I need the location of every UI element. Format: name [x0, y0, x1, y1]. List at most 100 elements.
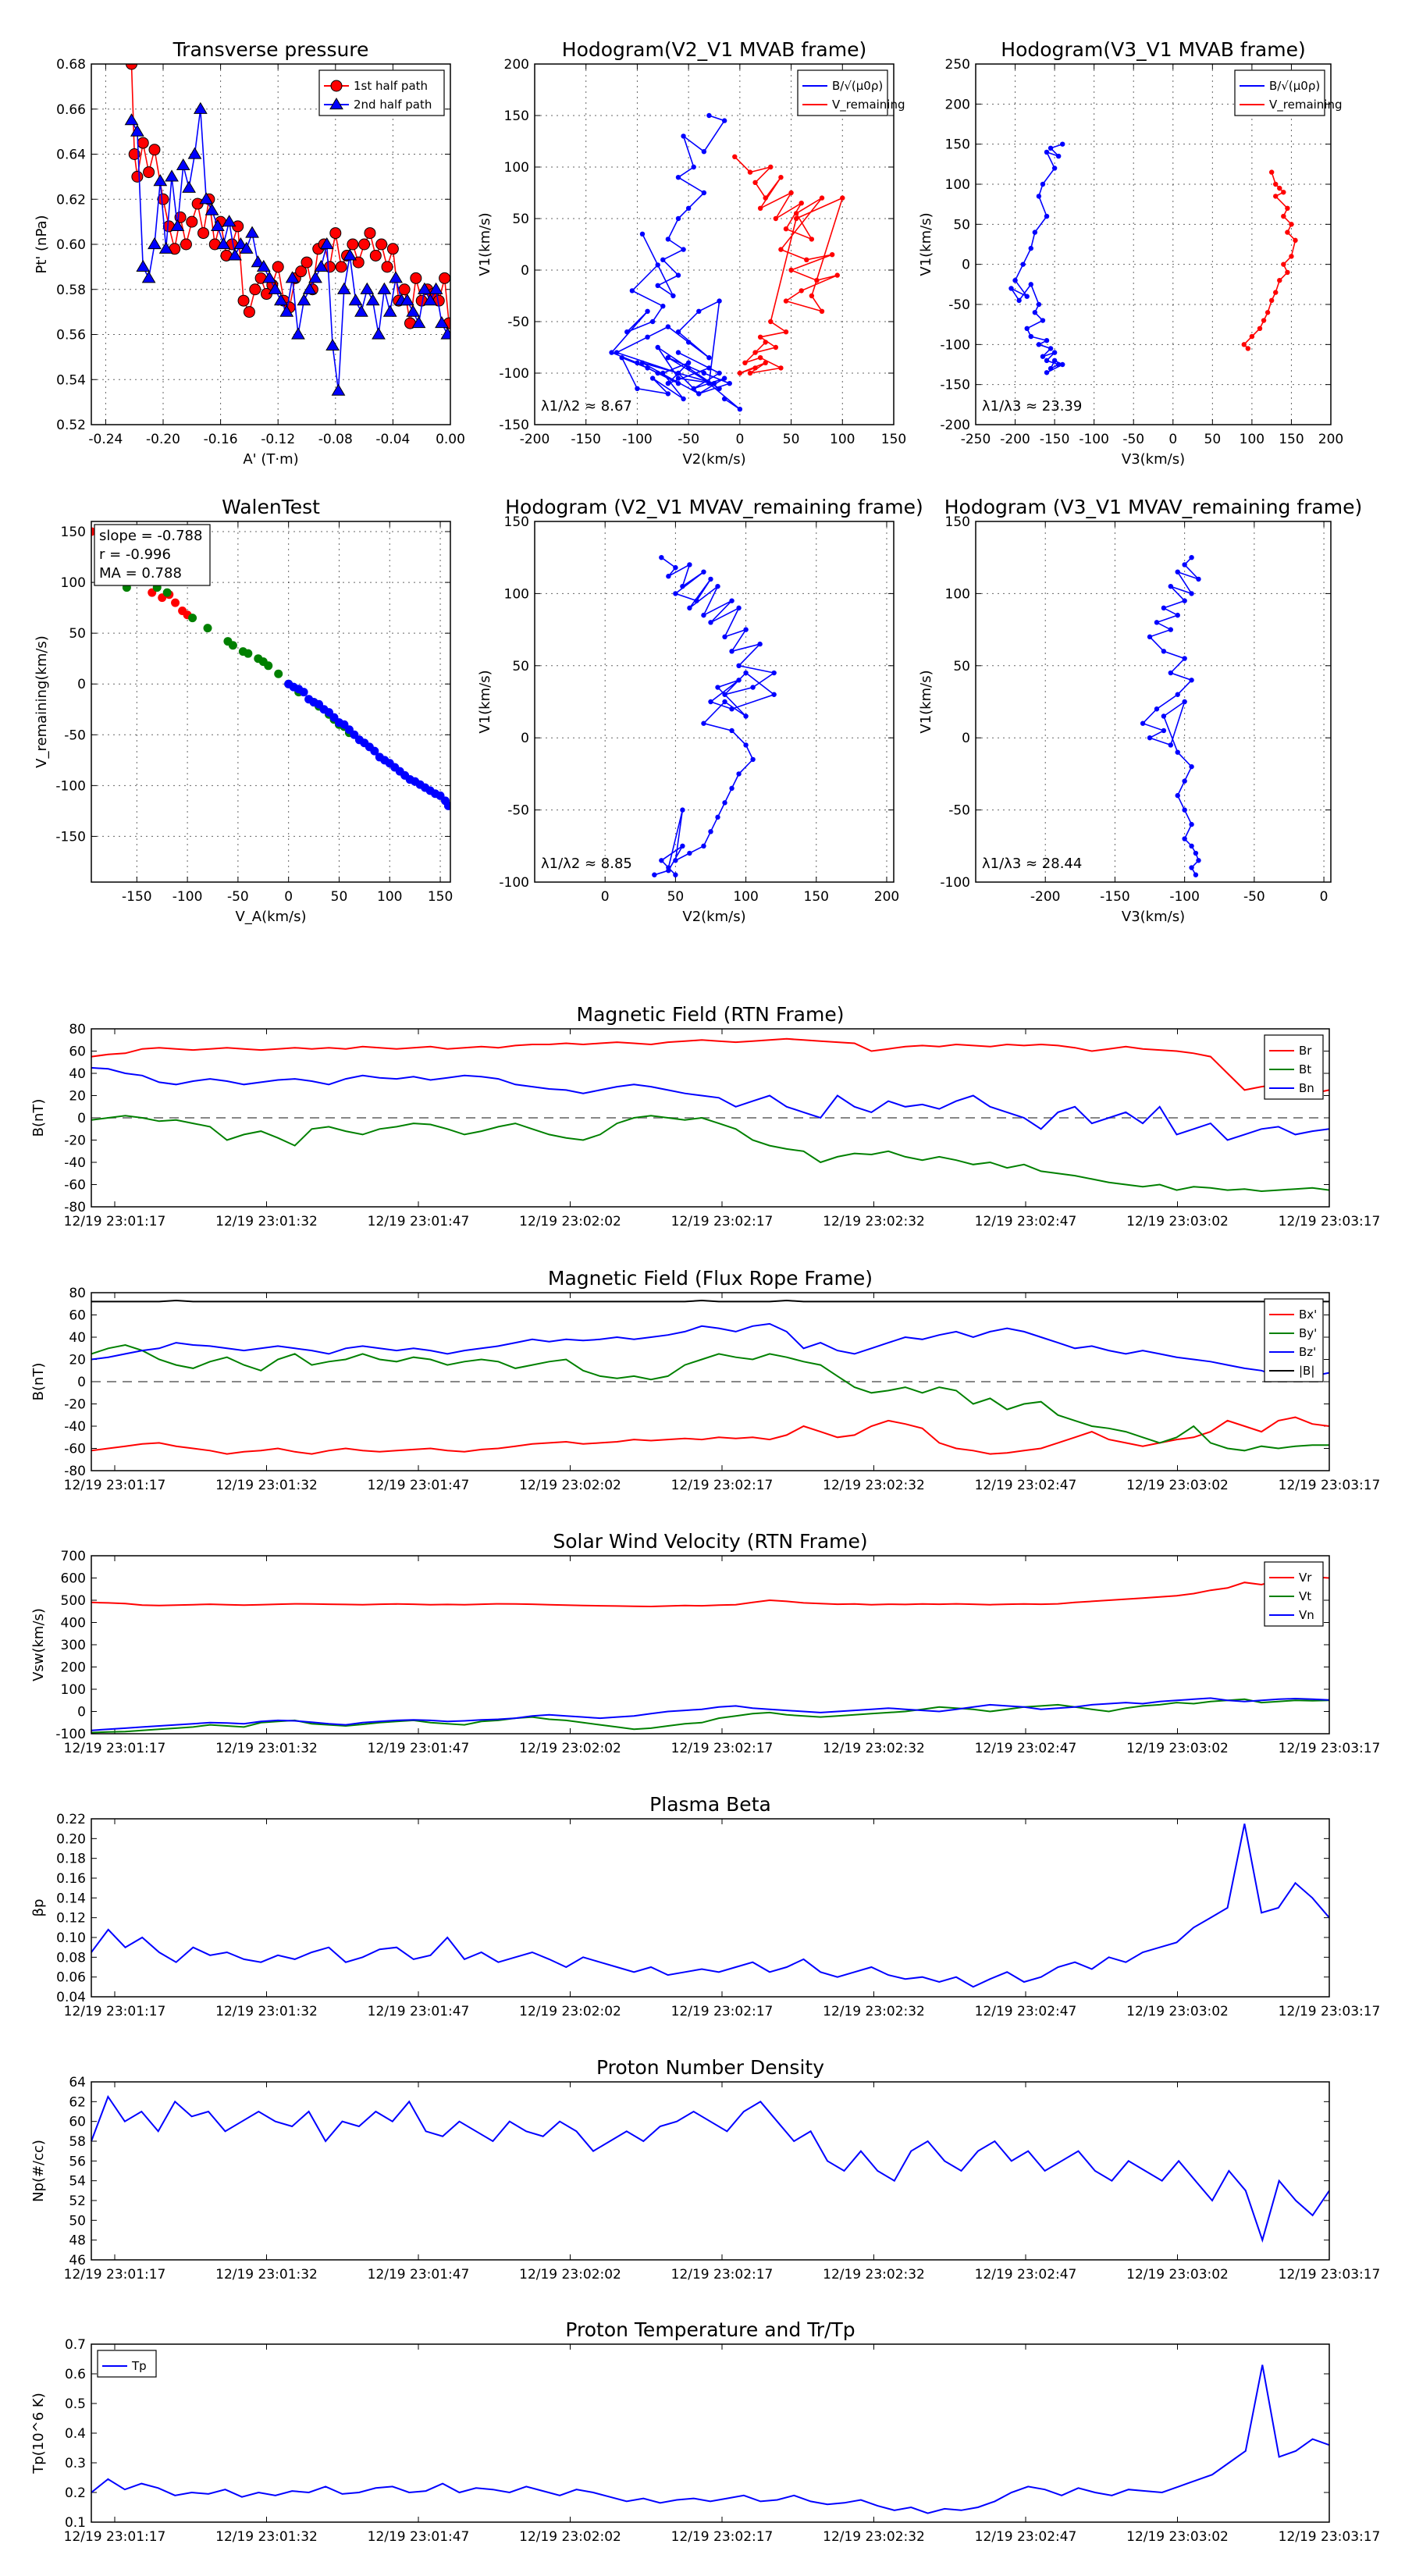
data-point [783, 226, 789, 232]
data-point [182, 180, 196, 193]
x-tick-label: 12/19 23:02:32 [823, 1741, 925, 1756]
data-point [369, 249, 382, 262]
data-point [715, 583, 720, 589]
data-point [1189, 678, 1194, 683]
x-tick-label: 12/19 23:02:17 [671, 2529, 774, 2545]
data-point [729, 598, 735, 603]
y-tick-label: 0.06 [56, 1970, 86, 1986]
data-point [423, 294, 438, 306]
data-point [377, 282, 392, 294]
data-point [814, 278, 820, 283]
data-point [1008, 286, 1014, 291]
chart-hodo4: Hodogram (V3_V1 MVAV_remaining frame) -20… [918, 496, 1362, 925]
data-point [1044, 358, 1050, 364]
legend-box [1264, 1298, 1324, 1382]
data-point [1012, 278, 1018, 283]
data-point [673, 591, 678, 596]
data-point [335, 261, 347, 273]
data-point [737, 407, 743, 412]
data-point [302, 282, 317, 294]
x-tick-label: 200 [874, 889, 899, 905]
series-line [654, 557, 776, 876]
data-point [1040, 181, 1046, 187]
x-tick-label: 100 [733, 889, 758, 905]
data-point [652, 872, 657, 877]
data-point [840, 195, 845, 201]
data-point [239, 241, 254, 254]
y-tick-label: 48 [69, 2233, 86, 2249]
data-point [176, 158, 190, 171]
y-tick-label: 54 [69, 2174, 86, 2190]
data-point [1289, 254, 1294, 259]
data-point [757, 205, 763, 211]
x-tick-label: 12/19 23:02:47 [975, 2529, 1077, 2545]
chart-title: Hodogram (V3_V1 MVAV_remaining frame) [944, 496, 1363, 518]
data-point [737, 370, 743, 376]
y-tick-label: -200 [940, 418, 970, 433]
data-point [645, 308, 650, 314]
x-tick-label: 50 [331, 889, 348, 905]
data-point [279, 304, 294, 317]
y-tick-label: -150 [55, 829, 86, 845]
data-point [706, 365, 712, 371]
data-point [1147, 735, 1153, 741]
x-tick-label: 12/19 23:01:17 [64, 1214, 166, 1229]
y-tick-label: 0 [77, 1111, 86, 1126]
data-point [1048, 346, 1054, 351]
y-tick-label: 0.20 [56, 1831, 86, 1847]
data-point [701, 612, 706, 618]
y-tick-label: -80 [64, 1200, 86, 1215]
legend-label: V_remaining [1269, 98, 1343, 112]
data-point [336, 282, 351, 294]
legend-label: |B| [1299, 1364, 1314, 1378]
data-point [655, 262, 660, 268]
x-tick-label: 12/19 23:01:32 [215, 2529, 318, 2545]
data-point [251, 255, 265, 268]
data-point [297, 294, 311, 306]
data-point [675, 329, 681, 335]
data-point [197, 227, 210, 240]
data-point [165, 169, 179, 182]
x-tick-label: -150 [1040, 432, 1070, 447]
data-point [440, 327, 450, 340]
legend: Vr Vt Vn [1264, 1561, 1324, 1627]
y-axis-label: Tp(10^6 K) [30, 2393, 47, 2474]
data-point [752, 350, 758, 355]
data-point [701, 843, 706, 849]
data-point [701, 149, 707, 155]
x-axis-label: V3(km/s) [1122, 909, 1185, 925]
data-point [148, 237, 162, 250]
legend-label: B/√(μ0ρ) [832, 79, 883, 93]
data-point [694, 598, 699, 603]
data-point [262, 271, 277, 283]
data-point [675, 215, 681, 222]
x-tick-label: 0 [1168, 432, 1177, 447]
eigenvalue-ratio: λ1/λ3 ≈ 23.39 [982, 398, 1082, 415]
x-tick-label: 12/19 23:01:17 [64, 2529, 166, 2545]
x-tick-label: 12/19 23:01:47 [368, 2004, 470, 2019]
x-tick-label: -50 [1243, 889, 1265, 905]
stats-box [94, 524, 211, 586]
y-tick-label: 0.60 [56, 237, 86, 253]
y-tick-label: 0.08 [56, 1950, 86, 1966]
x-tick-label: -0.24 [88, 432, 123, 447]
data-point [680, 583, 685, 589]
data-layer [124, 64, 450, 396]
legend: Tp [97, 2350, 157, 2378]
chart-title: Hodogram(V2_V1 MVAB frame) [562, 38, 866, 61]
data-point [721, 396, 727, 402]
y-tick-label: 150 [945, 137, 970, 153]
data-point [673, 564, 678, 571]
data-point [629, 288, 635, 294]
data-point [1189, 591, 1194, 596]
y-tick-label: -50 [507, 803, 529, 819]
legend-label: By' [1299, 1326, 1317, 1340]
data-point [1289, 222, 1294, 227]
y-tick-label: 50 [69, 626, 86, 642]
data-point [188, 614, 197, 623]
data-point [1175, 692, 1180, 697]
walen-stats: slope = -0.788 r = -0.996 MA = 0.788 [94, 524, 211, 586]
data-point [1189, 763, 1194, 770]
x-tick-label: 12/19 23:01:32 [215, 1214, 318, 1229]
y-tick-label: 58 [69, 2134, 86, 2150]
